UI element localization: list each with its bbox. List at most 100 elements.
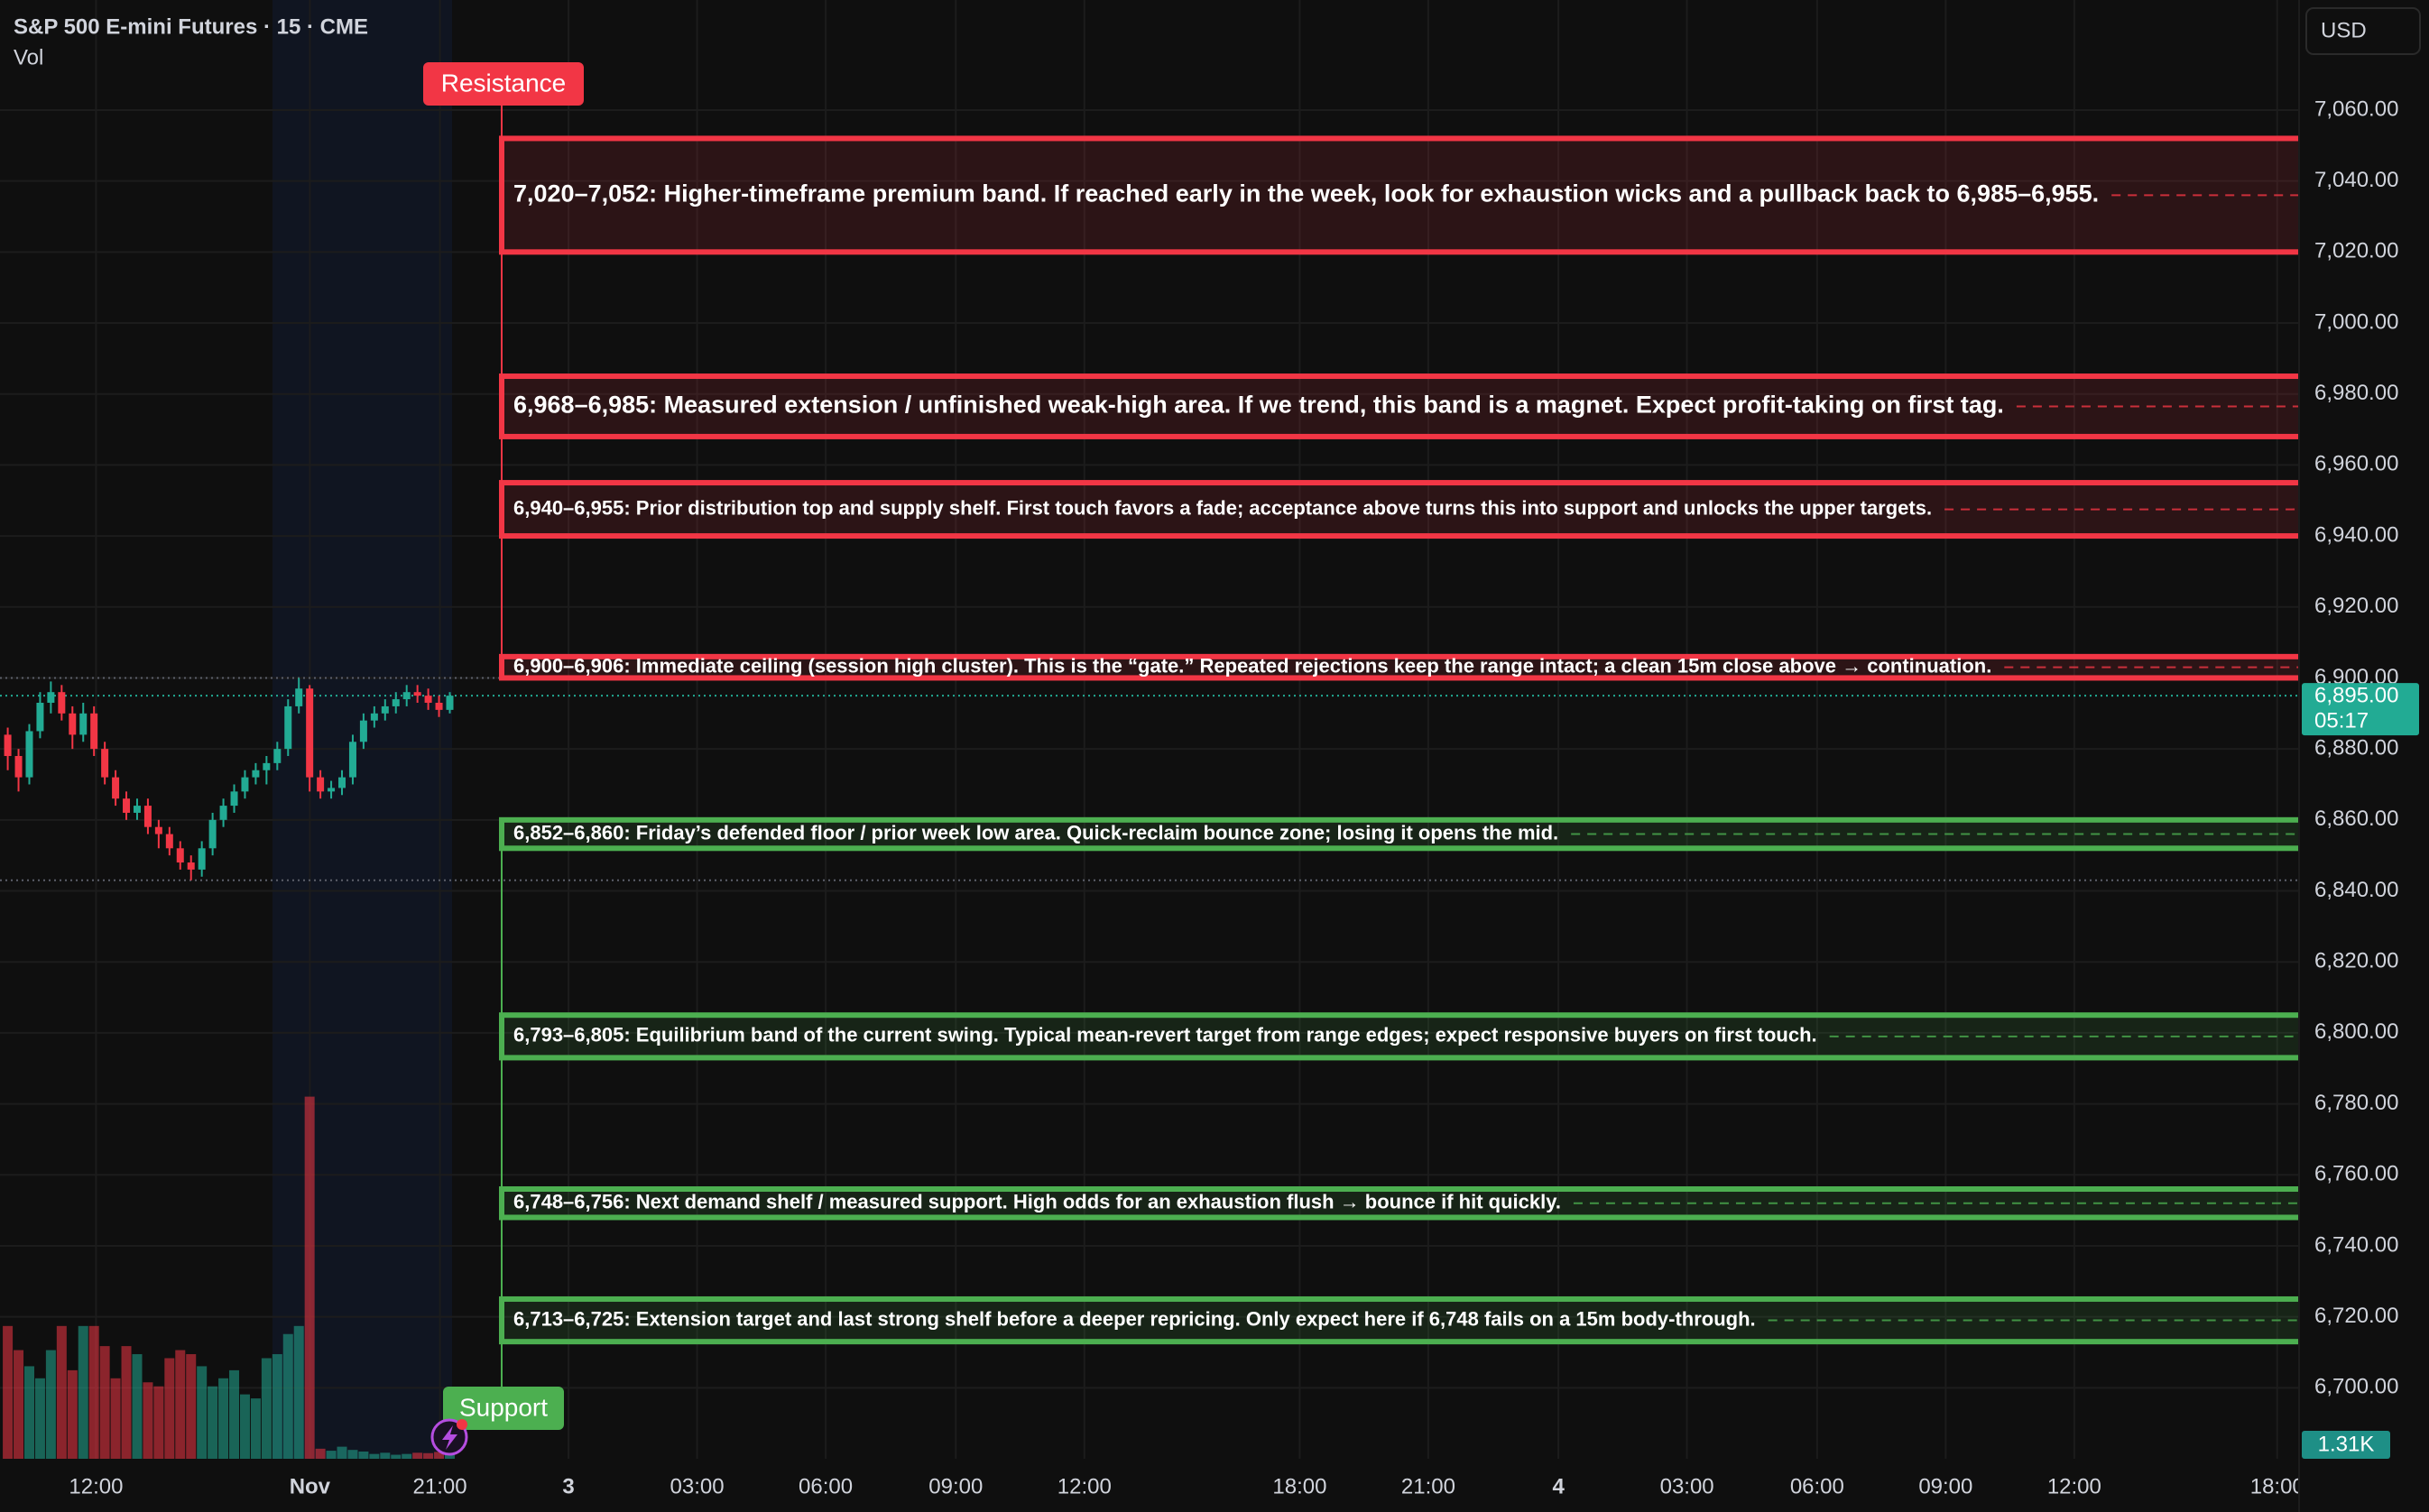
- candle-body: [295, 688, 303, 706]
- volume-bar: [326, 1451, 337, 1459]
- volume-bar: [347, 1450, 358, 1459]
- y-tick-label: 6,940.00: [2314, 522, 2398, 547]
- x-tick-label: 21:00: [1401, 1474, 1455, 1498]
- x-tick-label: 18:00: [2250, 1474, 2304, 1498]
- zone-label: 6,940–6,955: Prior distribution top and …: [513, 496, 1932, 519]
- last-price-label: 6,895.00: [2314, 683, 2398, 707]
- x-tick-label: 03:00: [1660, 1474, 1714, 1498]
- candle-body: [154, 826, 162, 834]
- candle-body: [69, 713, 77, 735]
- y-tick-label: 6,920.00: [2314, 594, 2398, 618]
- volume-badge-label: 1.31K: [2318, 1432, 2375, 1456]
- zone-label: 6,900–6,906: Immediate ceiling (session …: [513, 654, 1991, 677]
- candle-body: [36, 702, 44, 732]
- volume-bar: [218, 1378, 229, 1459]
- volume-bar: [423, 1452, 434, 1459]
- volume-bar: [88, 1325, 99, 1459]
- price-axis-bg: [2299, 0, 2429, 1512]
- volume-bar: [261, 1358, 272, 1459]
- currency-button[interactable]: [2305, 7, 2421, 55]
- candle-body: [273, 749, 282, 763]
- x-tick-label: Nov: [290, 1474, 331, 1498]
- candle-body: [392, 699, 400, 706]
- candle-body: [230, 791, 238, 807]
- x-tick-label: 06:00: [1790, 1474, 1844, 1498]
- volume-bar: [14, 1350, 24, 1459]
- y-tick-label: 6,960.00: [2314, 452, 2398, 476]
- candle-body: [90, 713, 98, 750]
- candle-body: [165, 834, 173, 849]
- candle-body: [133, 806, 141, 813]
- volume-bar: [293, 1325, 304, 1459]
- volume-bar: [391, 1454, 402, 1459]
- x-tick-label: 21:00: [413, 1474, 467, 1498]
- candle-body: [381, 705, 389, 714]
- candle-body: [359, 720, 367, 742]
- candle-body: [424, 696, 432, 703]
- volume-indicator-label: Vol: [14, 45, 43, 69]
- candle-body: [284, 705, 292, 750]
- candle-body: [14, 756, 23, 778]
- candle-body: [370, 713, 378, 721]
- candle-body: [101, 749, 109, 778]
- y-tick-label: 6,700.00: [2314, 1375, 2398, 1399]
- volume-bar: [304, 1096, 315, 1459]
- candle-body: [187, 862, 195, 870]
- y-tick-label: 7,000.00: [2314, 309, 2398, 334]
- y-tick-label: 6,780.00: [2314, 1091, 2398, 1115]
- volume-bar: [56, 1325, 67, 1459]
- volume-bar: [402, 1453, 412, 1459]
- y-tick-label: 6,840.00: [2314, 878, 2398, 902]
- candle-body: [79, 713, 88, 735]
- x-tick-label: 09:00: [928, 1474, 983, 1498]
- zone-label: 6,852–6,860: Friday’s defended floor / p…: [513, 821, 1558, 844]
- candle-body: [143, 806, 152, 827]
- volume-bar: [67, 1369, 78, 1459]
- alert-dot: [457, 1419, 467, 1430]
- volume-bar: [197, 1366, 208, 1459]
- candle-body: [123, 798, 131, 813]
- currency-button-label[interactable]: USD: [2321, 18, 2367, 42]
- alert-bolt: [442, 1425, 457, 1450]
- zone-label: 6,968–6,985: Measured extension / unfini…: [513, 392, 2004, 419]
- candle-body: [252, 770, 260, 778]
- x-tick-label: 12:00: [1057, 1474, 1112, 1498]
- zone-label: 7,020–7,052: Higher-timeframe premium ba…: [513, 180, 2099, 207]
- candle-body: [219, 806, 227, 820]
- volume-bar: [337, 1446, 347, 1459]
- candle-body: [58, 692, 66, 714]
- y-tick-label: 6,820.00: [2314, 949, 2398, 973]
- volume-bar: [3, 1325, 14, 1459]
- zone-band: [499, 135, 2307, 255]
- volume-bar: [380, 1452, 391, 1459]
- symbol-title: S&P 500 E-mini Futures · 15 · CME: [14, 14, 368, 39]
- volume-bar: [315, 1448, 326, 1459]
- y-tick-label: 7,020.00: [2314, 239, 2398, 263]
- candle-body: [402, 692, 411, 700]
- volume-bar: [110, 1378, 121, 1459]
- volume-bar: [250, 1398, 261, 1459]
- y-tick-label: 6,720.00: [2314, 1304, 2398, 1328]
- resistance-tag: [423, 62, 584, 106]
- candle-body: [263, 762, 271, 770]
- volume-bar: [272, 1354, 282, 1459]
- x-tick-label: 03:00: [670, 1474, 725, 1498]
- candle-body: [348, 742, 356, 778]
- volume-bar: [412, 1452, 423, 1459]
- zone-label: 6,748–6,756: Next demand shelf / measure…: [513, 1191, 1561, 1213]
- candle-body: [208, 819, 217, 849]
- candle-body: [435, 702, 443, 710]
- plot-layer: 7,020–7,052: Higher-timeframe premium ba…: [4, 62, 2307, 1456]
- candle-body: [25, 731, 33, 778]
- y-tick-label: 6,740.00: [2314, 1232, 2398, 1257]
- zone-label: 6,793–6,805: Equilibrium band of the cur…: [513, 1024, 1817, 1046]
- x-tick-label: 09:00: [1918, 1474, 1972, 1498]
- volume-bar: [369, 1453, 380, 1459]
- volume-bar: [23, 1366, 34, 1459]
- volume-bar: [153, 1386, 164, 1459]
- volume-bar: [229, 1369, 240, 1459]
- x-tick-label: 3: [562, 1474, 574, 1498]
- candle-body: [306, 688, 314, 778]
